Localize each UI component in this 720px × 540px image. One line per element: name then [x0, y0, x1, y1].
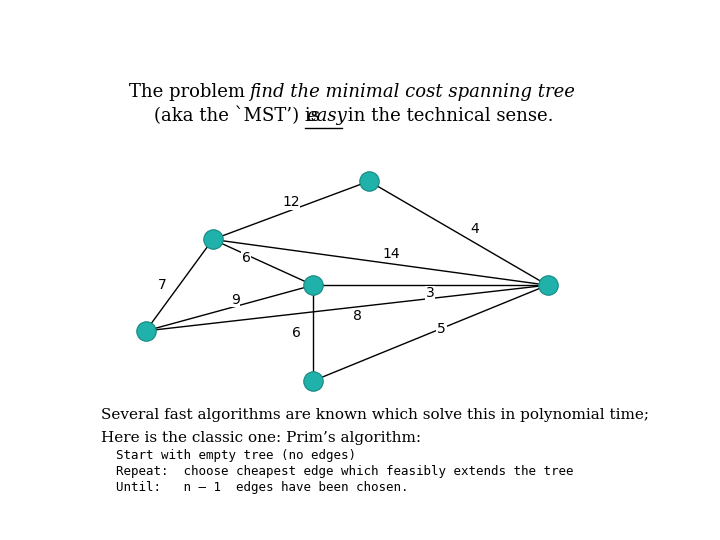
Text: 14: 14 [382, 247, 400, 261]
Text: 12: 12 [282, 195, 300, 209]
Text: find the minimal cost spanning tree: find the minimal cost spanning tree [249, 83, 575, 101]
Text: The problem: The problem [129, 83, 251, 101]
Text: 7: 7 [158, 278, 167, 292]
Text: Start with empty tree (no edges): Start with empty tree (no edges) [101, 449, 356, 462]
Text: 9: 9 [230, 293, 240, 307]
Text: Several fast algorithms are known which solve this in polynomial time;: Several fast algorithms are known which … [101, 408, 649, 422]
Text: in the technical sense.: in the technical sense. [342, 107, 554, 125]
Text: Until:   n – 1  edges have been chosen.: Until: n – 1 edges have been chosen. [101, 481, 409, 494]
Text: Here is the classic one: Prim’s algorithm:: Here is the classic one: Prim’s algorith… [101, 431, 421, 445]
Text: easy: easy [307, 107, 347, 125]
Text: 6: 6 [292, 326, 301, 340]
Text: (aka the `MST’) is: (aka the `MST’) is [154, 107, 325, 125]
Text: 4: 4 [471, 222, 480, 236]
Text: Repeat:  choose cheapest edge which feasibly extends the tree: Repeat: choose cheapest edge which feasi… [101, 465, 574, 478]
Text: 6: 6 [242, 251, 251, 265]
Text: 8: 8 [354, 309, 362, 323]
Text: 3: 3 [426, 287, 435, 300]
Text: 5: 5 [437, 322, 446, 336]
